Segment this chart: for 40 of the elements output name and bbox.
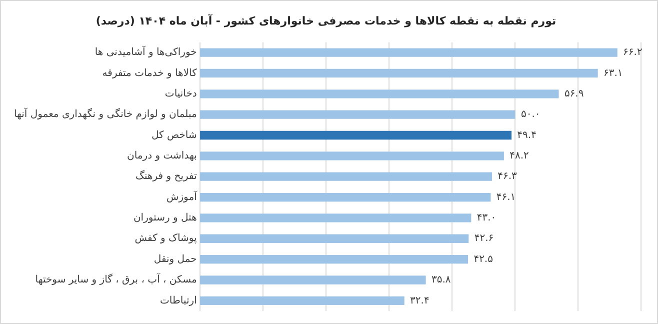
data-label: ۶۶.۲	[623, 47, 642, 58]
y-tick-label: بهداشت و درمان	[127, 150, 197, 162]
y-tick-label: شاخص کل	[151, 130, 197, 141]
bar	[200, 234, 469, 243]
y-tick-label: مسکن ، آب ، برق ، گاز و سایر سوختها	[35, 272, 197, 286]
bar	[200, 172, 492, 181]
y-tick-label: پوشاک و کفش	[134, 233, 198, 244]
y-tick-label: ارتباطات	[160, 295, 197, 306]
y-tick-label: دخانیات	[164, 88, 197, 100]
bar	[200, 48, 618, 57]
y-tick-label: مبلمان و لوازم خانگی و نگهداری معمول آنها	[14, 107, 197, 120]
bar	[200, 276, 426, 284]
bar	[200, 68, 598, 78]
bar	[200, 110, 516, 119]
bar	[200, 152, 504, 160]
y-tick-label: کالاها و خدمات متفرقه	[102, 68, 198, 79]
data-label: ۴۸.۲	[510, 150, 529, 162]
data-label: ۴۹.۴	[517, 130, 536, 141]
data-label: ۴۶.۱	[496, 192, 516, 203]
bar	[200, 254, 468, 264]
data-label: ۵۶.۹	[564, 88, 584, 100]
y-tick-label: تفریح و فرهنگ	[136, 170, 198, 182]
data-label: ۴۶.۳	[498, 171, 518, 182]
bar	[200, 192, 491, 202]
data-label: ۳۲.۴	[410, 295, 430, 306]
data-label: ۴۲.۵	[474, 254, 493, 265]
chart-title: تورم نقطه به نقطه کالاها و خدمات مصرفی خانوارهای کشور - آبان ماه ۱۴۰۴ (درصد)	[96, 13, 556, 28]
y-tick-label: هتل و رستوران	[133, 212, 197, 224]
y-tick-label: آموزش	[166, 190, 198, 203]
data-label: ۴۳.۰	[476, 212, 496, 224]
bar	[200, 130, 512, 140]
data-label: ۳۵.۸	[431, 274, 452, 286]
data-label: ۵۰.۰	[520, 109, 540, 120]
y-tick-label: حمل ونقل	[154, 254, 197, 265]
bar	[200, 90, 559, 98]
bar	[200, 296, 404, 305]
data-label: ۴۲.۶	[474, 233, 494, 244]
data-label: ۶۳.۱	[604, 68, 623, 79]
bar	[200, 214, 472, 222]
y-tick-label: خوراکی‌ها و آشامیدنی ها	[94, 45, 197, 58]
